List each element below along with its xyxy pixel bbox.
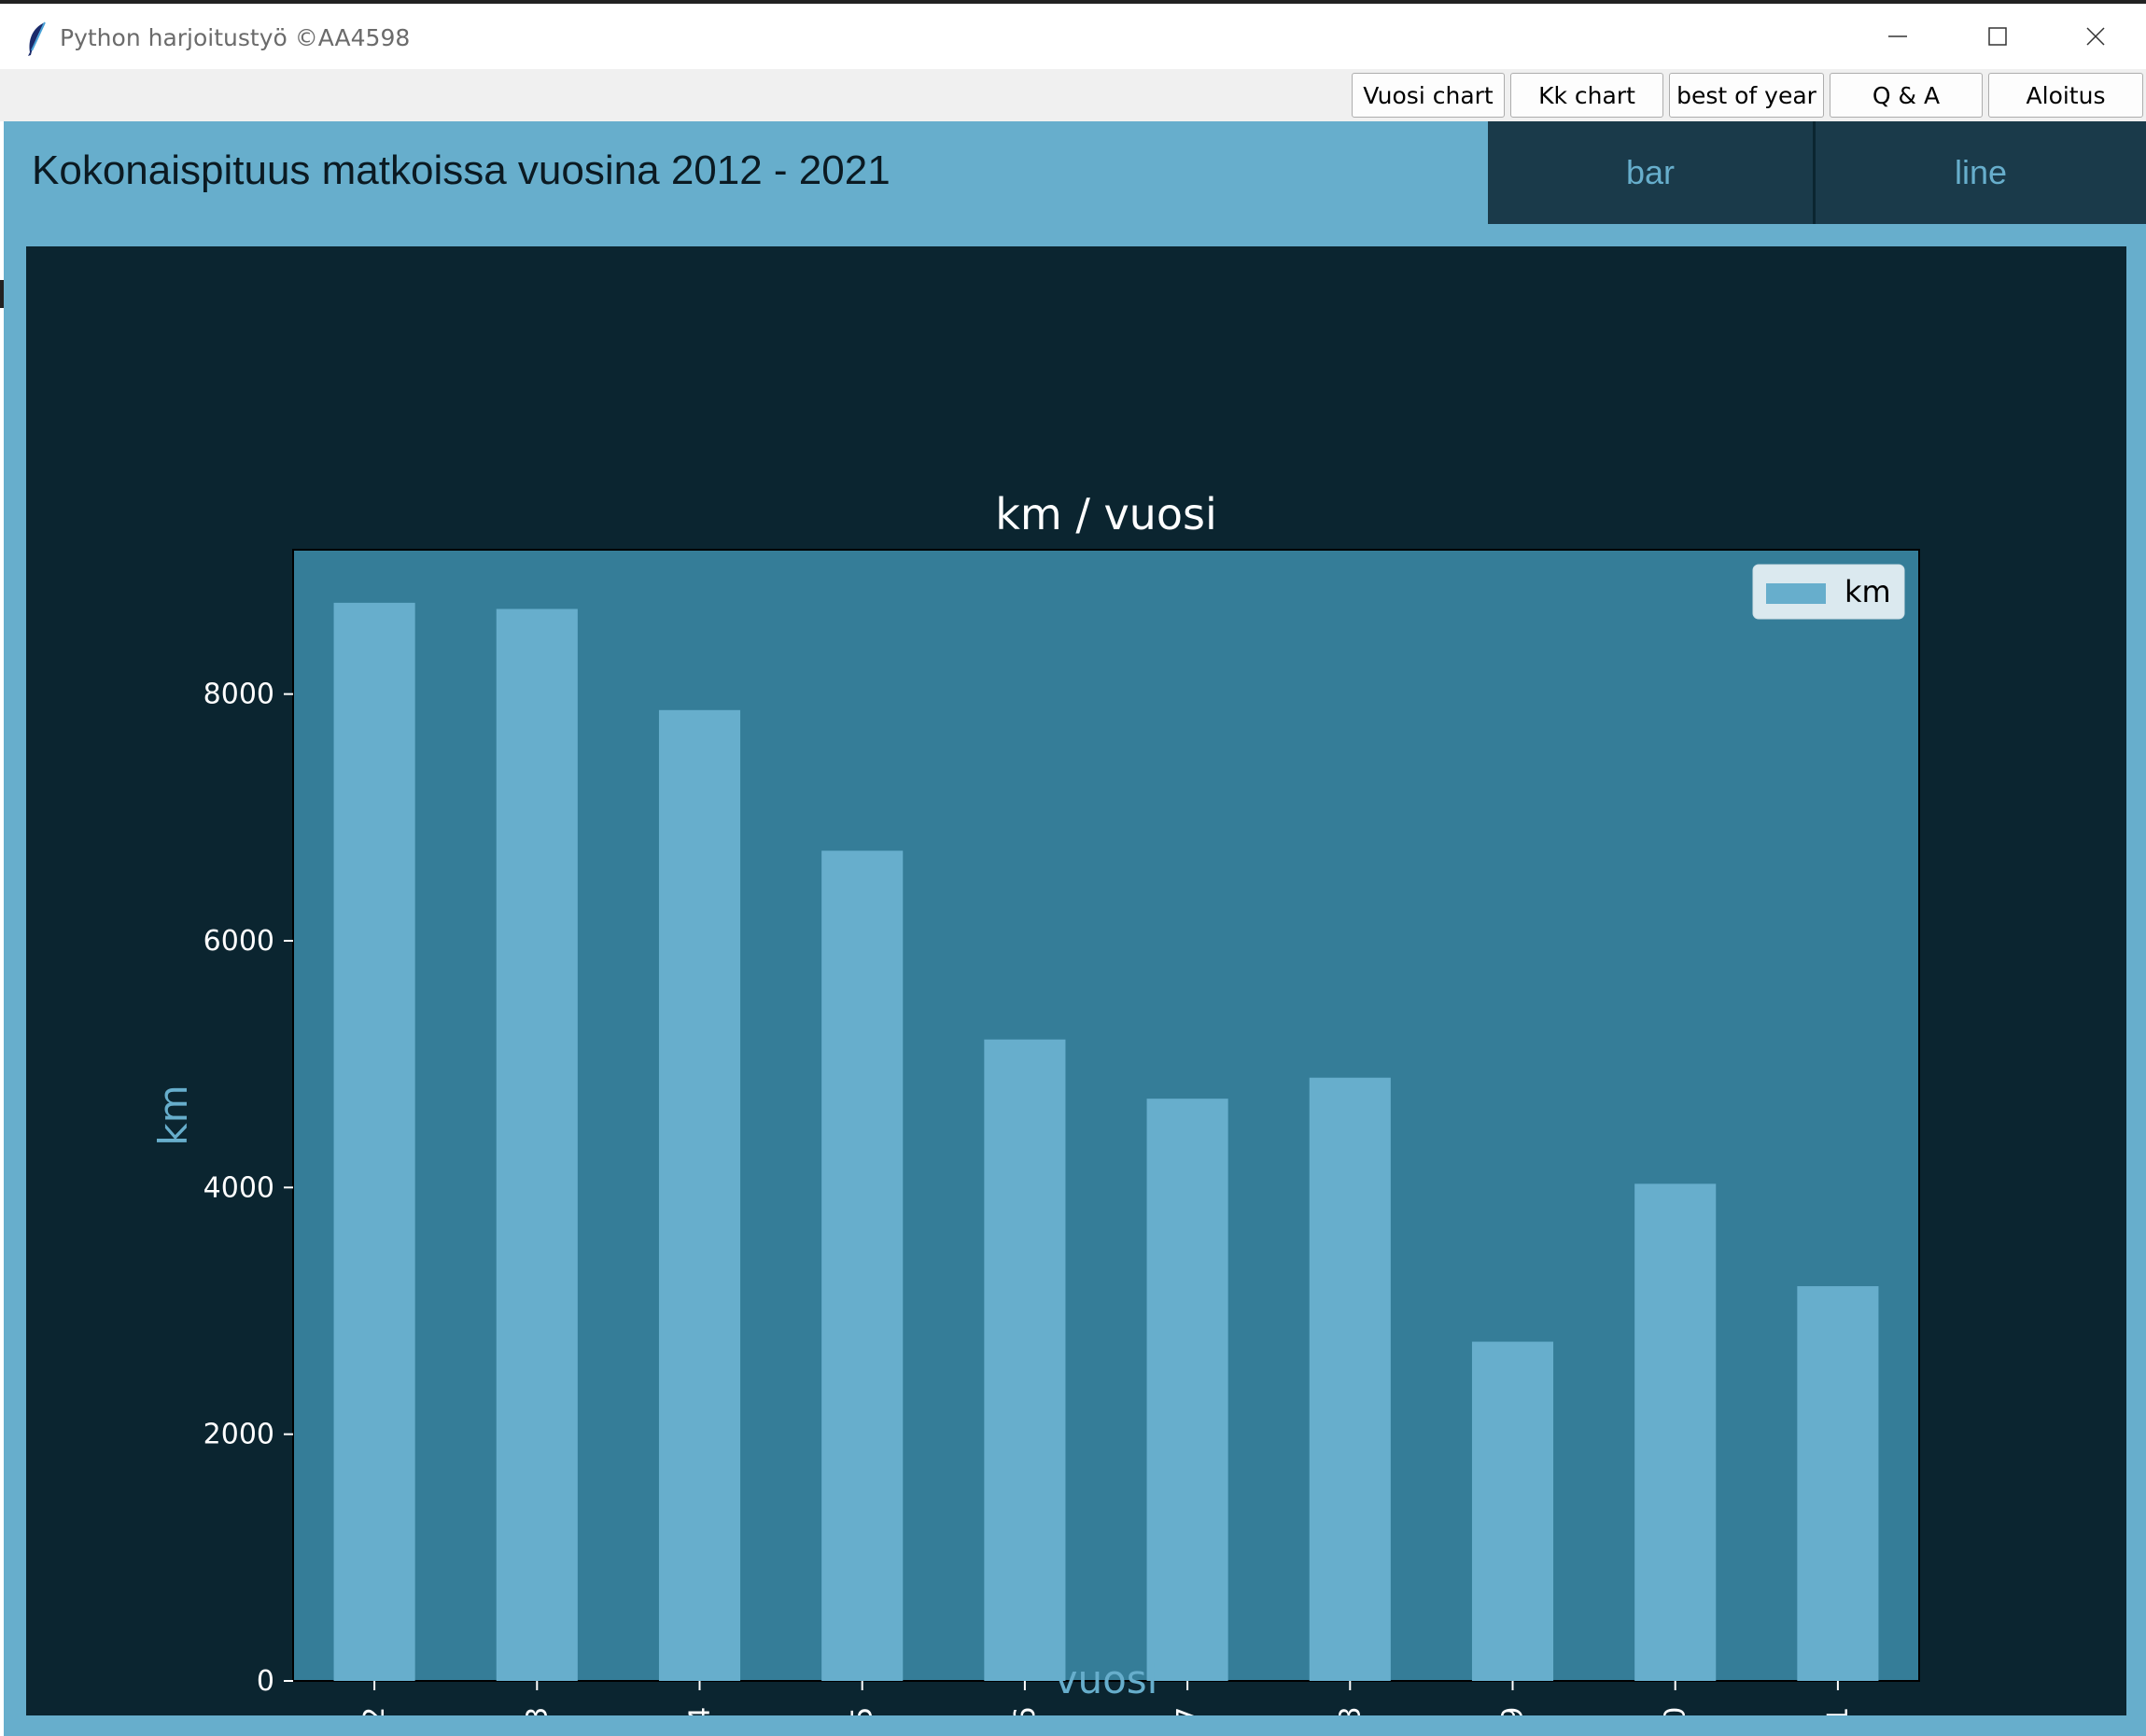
y-tick-label: 8000 <box>203 679 274 711</box>
bar-chart: 2012 2013 2014 2015 2016 2017 2018 2019 2020 2021… <box>150 489 1920 1736</box>
chart-figure: 2012 2013 2014 2015 2016 2017 2018 2019 2020 2021… <box>26 246 2126 1736</box>
close-button[interactable] <box>2049 4 2142 69</box>
bar-2014 <box>658 709 741 1681</box>
x-axis-label: vuosi <box>1055 1657 1158 1702</box>
y-tick-label: 0 <box>257 1665 274 1698</box>
menu-bar: Vuosi chart Kk chart best of year Q & A … <box>0 69 2146 121</box>
y-tick-label: 6000 <box>203 925 274 958</box>
legend-swatch <box>1766 583 1826 604</box>
main-content: Kokonaispituus matkoissa vuosina 2012 - … <box>4 121 2146 1736</box>
y-axis-label: km <box>150 1085 196 1145</box>
vuosi-chart-button[interactable]: Vuosi chart <box>1352 73 1505 118</box>
x-tick-label: 2015 <box>847 1707 879 1715</box>
chart-title: km / vuosi <box>995 489 1216 539</box>
bar-2017 <box>1146 1099 1228 1681</box>
minimize-icon <box>1888 35 1907 37</box>
kk-chart-button[interactable]: Kk chart <box>1510 73 1663 118</box>
maximize-button[interactable] <box>1951 4 2044 69</box>
legend-box <box>1752 564 1905 620</box>
x-tick-label: 2018 <box>1334 1707 1367 1715</box>
qa-button[interactable]: Q & A <box>1830 73 1983 118</box>
x-tick-label: 2017 <box>1171 1707 1204 1715</box>
window-edge <box>0 280 4 308</box>
window-titlebar: Python harjoitustyö ©AA4598 <box>0 0 2146 69</box>
x-tick-label: 2013 <box>521 1707 554 1715</box>
x-tick-label: 2021 <box>1822 1707 1855 1715</box>
best-of-year-button[interactable]: best of year <box>1669 73 1824 118</box>
bar-chart-button[interactable]: bar <box>1488 121 1816 224</box>
bar-2015 <box>821 850 904 1681</box>
legend-label: km <box>1844 574 1891 609</box>
x-tick-label: 2019 <box>1497 1707 1530 1715</box>
aloitus-button[interactable]: Aloitus <box>1988 73 2143 118</box>
close-icon <box>2086 27 2105 46</box>
maximize-icon <box>1988 27 2007 46</box>
bar-2021 <box>1797 1286 1879 1681</box>
bar-2019 <box>1471 1341 1554 1681</box>
page-title: Kokonaispituus matkoissa vuosina 2012 - … <box>32 147 891 193</box>
bar-2013 <box>496 609 578 1681</box>
feather-icon <box>28 21 46 56</box>
x-tick-label: 2020 <box>1660 1707 1692 1715</box>
bar-2020 <box>1634 1183 1717 1681</box>
window-title: Python harjoitustyö ©AA4598 <box>60 24 411 51</box>
bar-2012 <box>333 602 415 1681</box>
bar-2018 <box>1309 1077 1391 1681</box>
line-chart-button[interactable]: line <box>1816 121 2146 224</box>
x-tick-label: 2012 <box>358 1707 391 1715</box>
y-tick-label: 4000 <box>203 1171 274 1204</box>
x-tick-label: 2014 <box>684 1707 717 1715</box>
bar-2016 <box>984 1039 1066 1681</box>
y-tick-label: 2000 <box>203 1419 274 1451</box>
minimize-button[interactable] <box>1851 4 1944 69</box>
x-tick-label: 2016 <box>1009 1707 1042 1715</box>
